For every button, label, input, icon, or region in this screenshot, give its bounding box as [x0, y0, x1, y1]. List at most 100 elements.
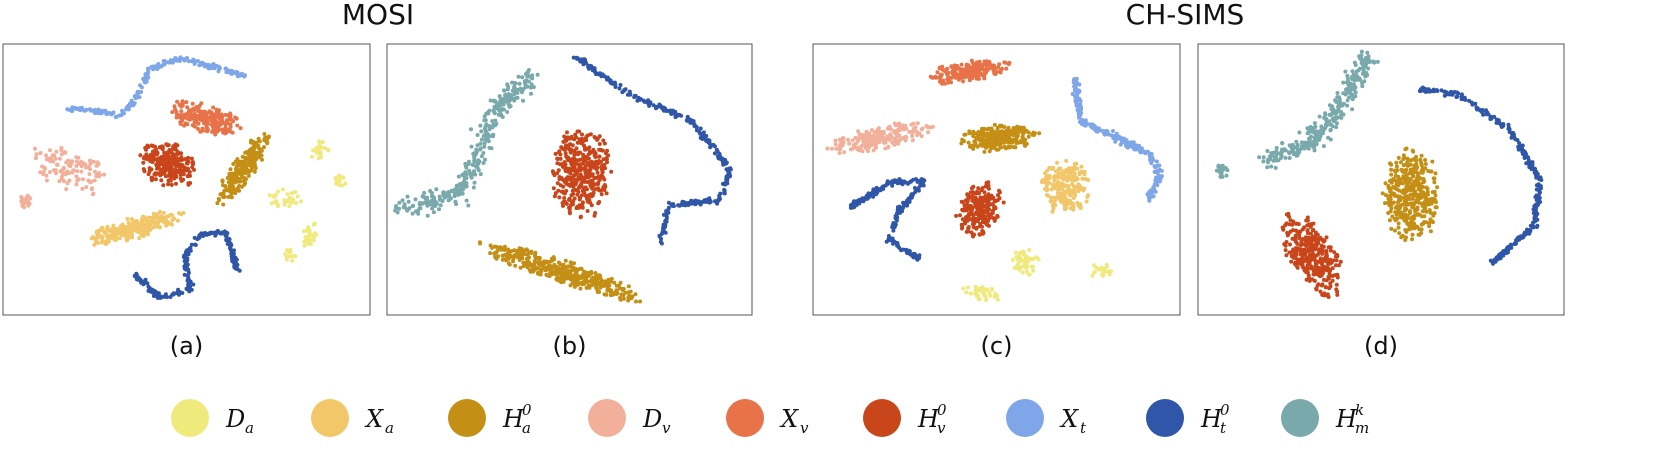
point [1010, 257, 1015, 262]
point [970, 71, 975, 76]
point [1002, 138, 1007, 143]
point [1357, 66, 1362, 71]
point [484, 111, 489, 116]
point [223, 131, 228, 136]
point [276, 189, 281, 194]
point [61, 171, 66, 176]
point [157, 161, 162, 166]
point [491, 108, 496, 113]
point [848, 147, 853, 152]
point [460, 191, 465, 196]
point [501, 102, 506, 107]
point [993, 72, 998, 77]
point [234, 168, 239, 173]
point [1360, 84, 1365, 89]
point [856, 138, 861, 143]
point [250, 146, 255, 151]
point [722, 161, 727, 166]
point [146, 75, 151, 80]
point [997, 138, 1002, 143]
point [1062, 202, 1067, 207]
point [456, 174, 461, 179]
point [891, 228, 896, 233]
point [1031, 268, 1036, 273]
point [575, 140, 580, 145]
point [104, 232, 109, 237]
point [676, 203, 681, 208]
point [96, 162, 101, 167]
point [479, 137, 484, 142]
point [174, 181, 178, 186]
point [983, 293, 988, 298]
point [253, 166, 258, 171]
point [597, 281, 602, 286]
point [1269, 164, 1274, 169]
point [987, 149, 992, 154]
point [591, 278, 596, 283]
point [166, 182, 171, 187]
point [90, 186, 94, 191]
point [924, 124, 929, 128]
point [97, 229, 102, 233]
point [262, 145, 266, 150]
point [505, 82, 510, 87]
point [579, 266, 584, 271]
point [42, 165, 47, 170]
point [910, 129, 915, 134]
point [80, 186, 85, 191]
point [265, 140, 270, 145]
point [996, 147, 1001, 152]
point [872, 131, 877, 135]
point [64, 187, 69, 192]
point [290, 197, 295, 202]
point [26, 203, 31, 208]
point [521, 260, 526, 265]
point [186, 155, 191, 160]
point [1335, 91, 1340, 95]
panel-frame [1197, 43, 1565, 316]
point [553, 151, 558, 156]
point [562, 196, 567, 200]
point [1327, 112, 1332, 117]
point [579, 181, 584, 186]
point [88, 180, 93, 185]
point [689, 120, 694, 125]
point [1314, 142, 1319, 147]
point [70, 105, 75, 110]
point [986, 203, 991, 208]
point [146, 67, 151, 72]
point [242, 74, 247, 79]
point [201, 128, 205, 133]
point [1054, 175, 1058, 180]
point [577, 137, 582, 142]
point [1029, 264, 1034, 269]
point [897, 128, 902, 133]
point [869, 134, 874, 139]
point [449, 188, 454, 193]
point [223, 66, 228, 71]
point [866, 195, 871, 200]
point [138, 153, 143, 158]
point [679, 113, 684, 118]
point [887, 124, 892, 129]
point [177, 102, 182, 107]
point [432, 197, 436, 202]
point [529, 85, 533, 90]
point [482, 133, 487, 137]
point [970, 76, 975, 81]
point [588, 167, 593, 172]
point [187, 170, 192, 174]
point [1127, 140, 1132, 145]
point [462, 174, 467, 179]
point [269, 201, 274, 206]
dataset-title: MOSI [342, 0, 414, 31]
point [418, 206, 423, 211]
point [220, 230, 224, 235]
point [135, 90, 140, 95]
point [700, 137, 705, 141]
point [1147, 197, 1152, 201]
point [288, 247, 293, 252]
point [487, 134, 492, 139]
point [134, 229, 139, 234]
point [148, 227, 153, 232]
